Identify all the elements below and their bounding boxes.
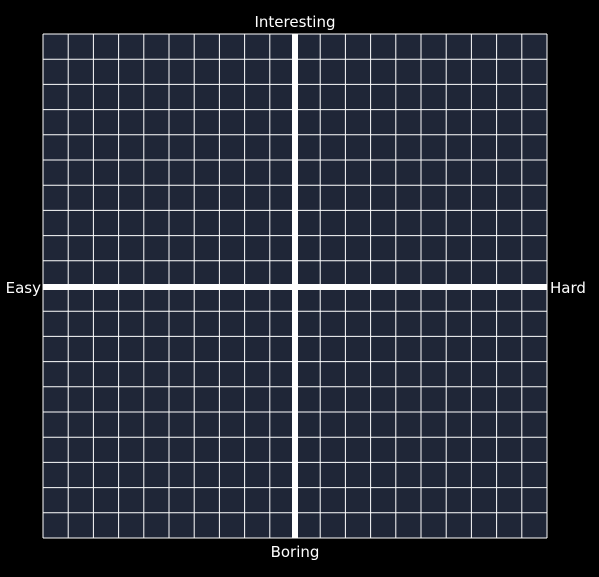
axis-label-left: Easy [5,279,41,297]
axis-label-top: Interesting [254,13,336,31]
axis-label-bottom: Boring [270,543,320,561]
axis-label-right: Hard [550,279,586,297]
